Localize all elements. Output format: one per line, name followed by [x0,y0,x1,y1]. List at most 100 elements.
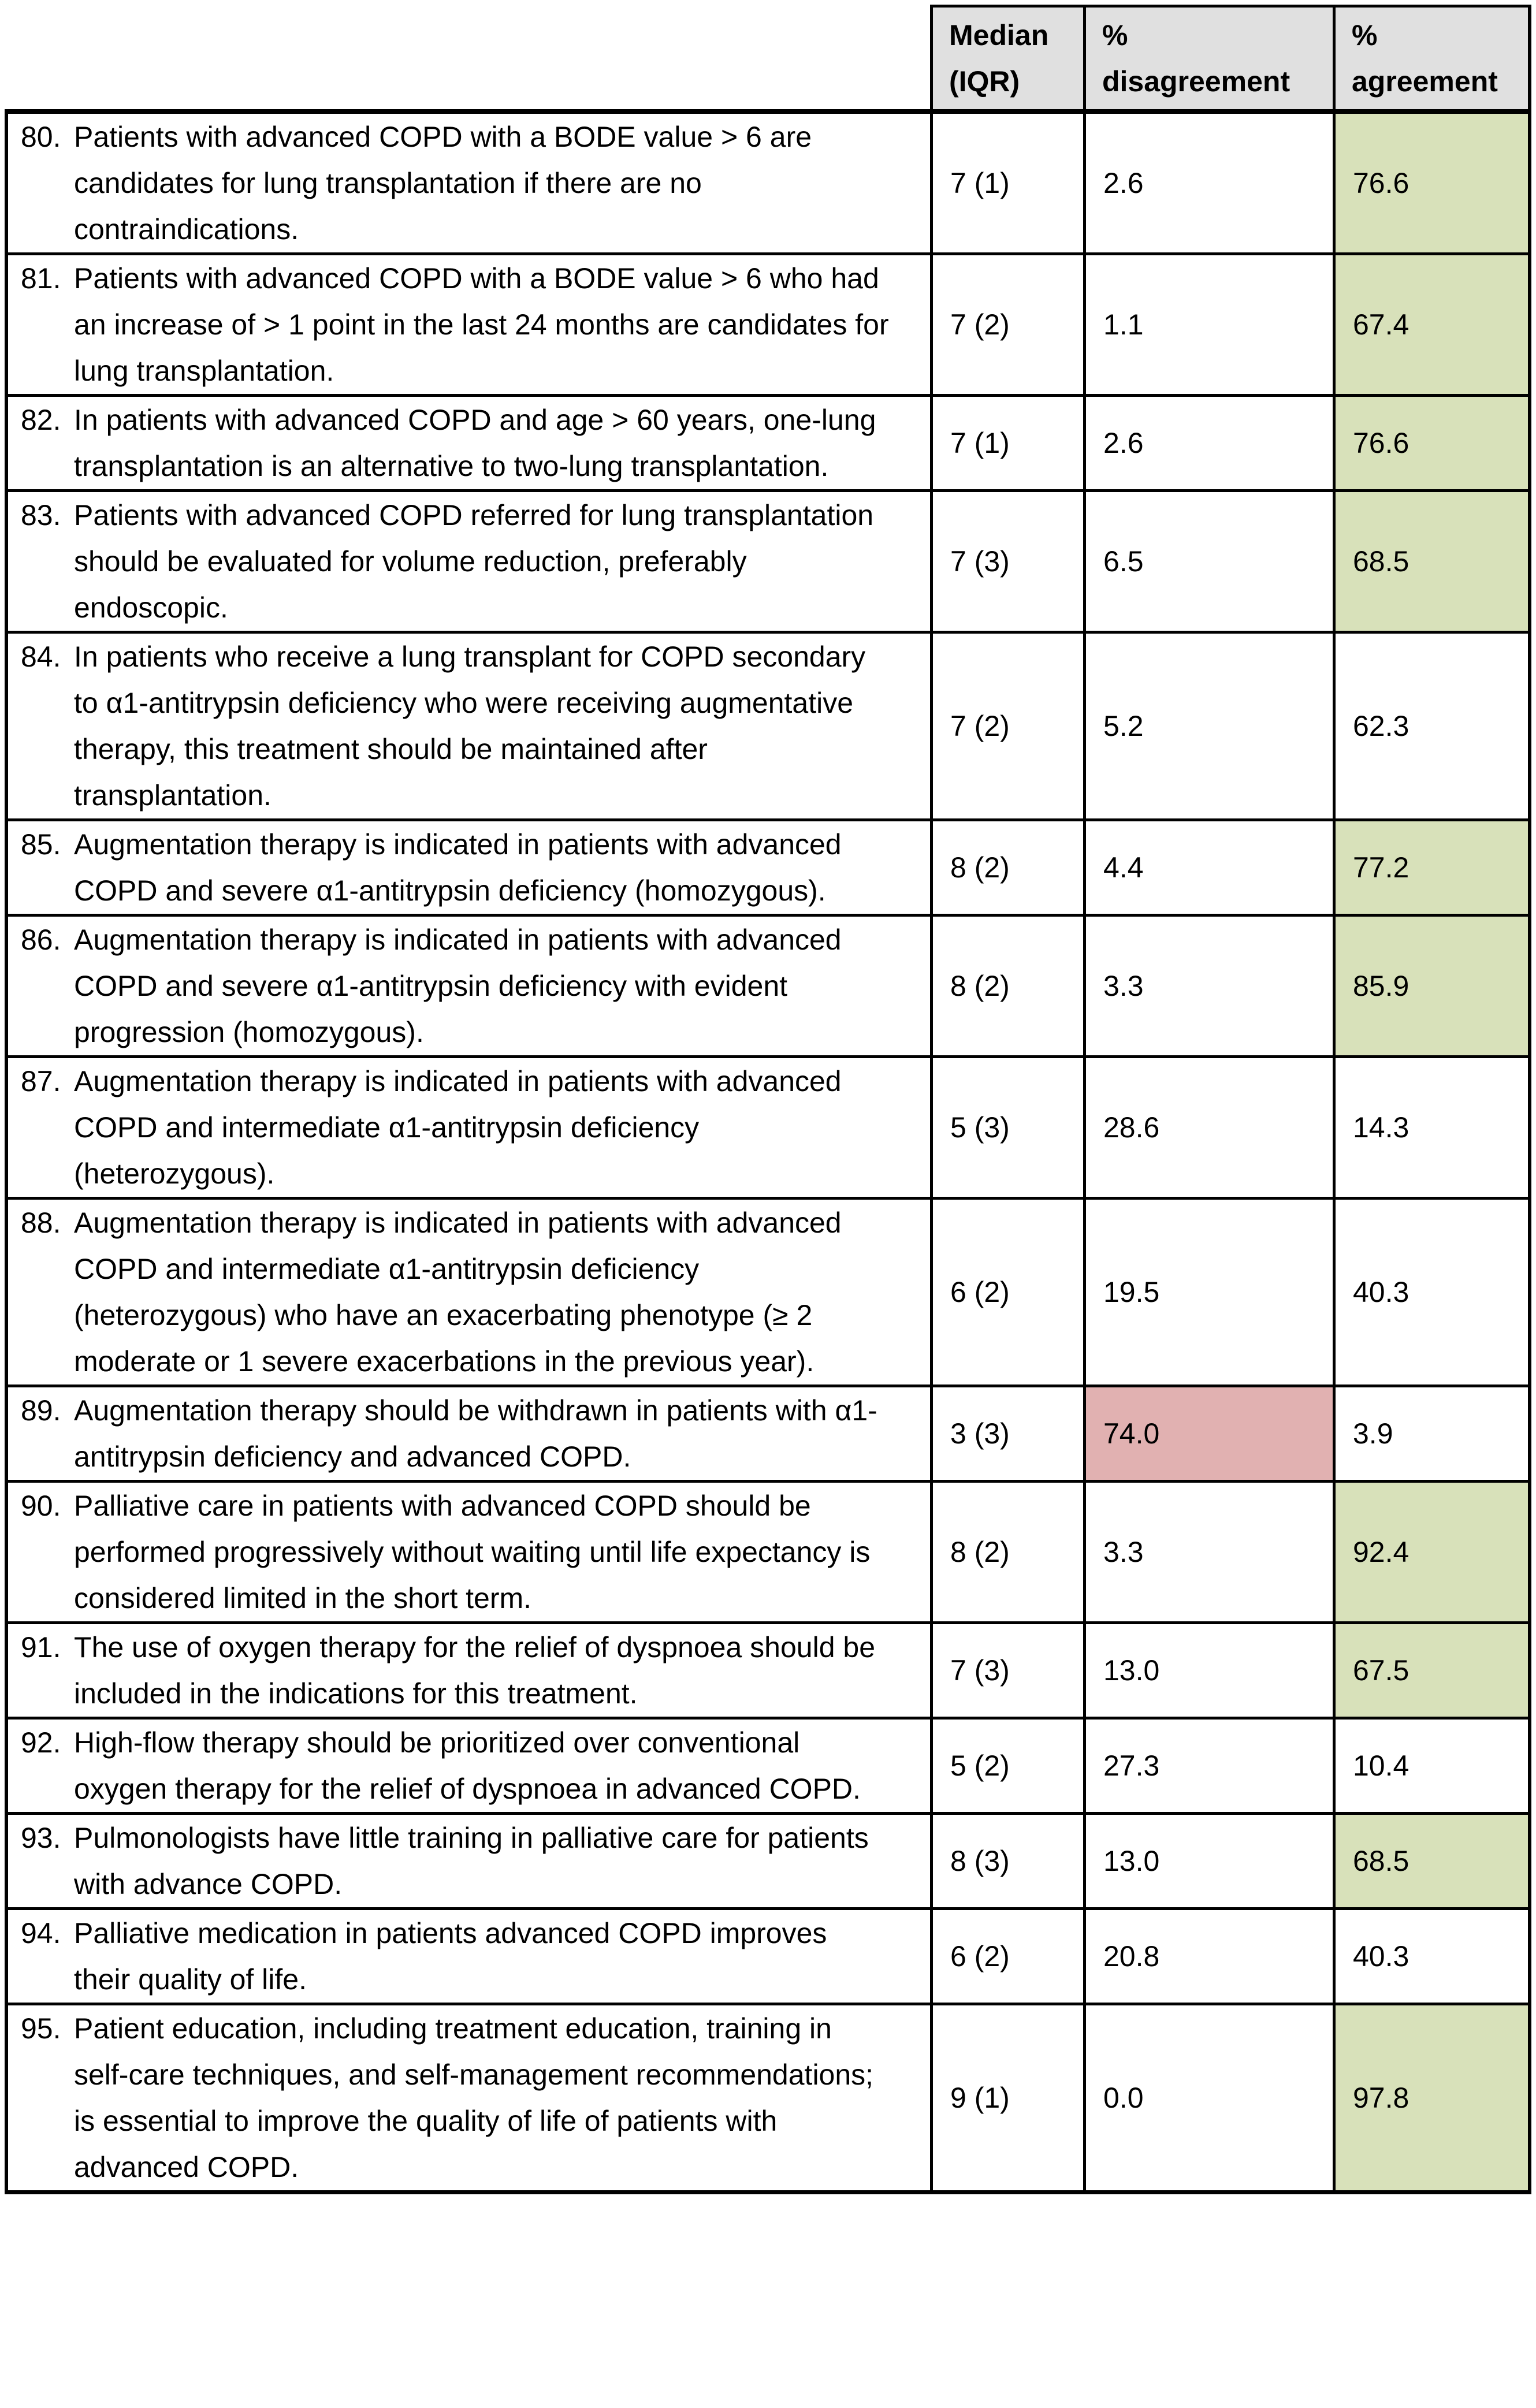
agreement-cell: 92.4 [1333,1483,1531,1624]
statement-text: Augmentation therapy is indicated in pat… [74,924,842,1048]
statement-cell: 83. Patients with advanced COPD referred… [5,492,930,634]
disagreement-cell: 74.0 [1083,1387,1333,1483]
median-iqr-cell: 7 (2) [930,634,1083,821]
table-row: 87. Augmentation therapy is indicated in… [5,1058,1531,1200]
disagreement-cell: 3.3 [1083,1483,1333,1624]
statement-number: 92. [21,1726,61,1759]
median-iqr-cell: 7 (3) [930,1624,1083,1720]
table-row: 84. In patients who receive a lung trans… [5,634,1531,821]
table-row: 93. Pulmonologists have little training … [5,1815,1531,1910]
statement-text: Palliative care in patients with advance… [74,1490,871,1614]
statement-cell: 87. Augmentation therapy is indicated in… [5,1058,930,1200]
statement-text: In patients with advanced COPD and age >… [74,404,876,482]
agreement-cell: 68.5 [1333,492,1531,634]
statement-number: 83. [21,499,61,531]
disagreement-cell: 6.5 [1083,492,1333,634]
statement-number: 88. [21,1207,61,1239]
statement-text: Augmentation therapy is indicated in pat… [74,1065,842,1190]
statement-text: High-flow therapy should be prioritized … [74,1726,861,1805]
statement-cell: 91. The use of oxygen therapy for the re… [5,1624,930,1720]
statement-cell: 93. Pulmonologists have little training … [5,1815,930,1910]
table-row: 81. Patients with advanced COPD with a B… [5,255,1531,397]
agreement-cell: 3.9 [1333,1387,1531,1483]
median-iqr-cell: 5 (2) [930,1720,1083,1815]
statement-text: Augmentation therapy is indicated in pat… [74,828,842,907]
table-row: 85. Augmentation therapy is indicated in… [5,821,1531,917]
statement-cell: 82. In patients with advanced COPD and a… [5,397,930,492]
header-row: Median (IQR) % disagreement % agreement [5,5,1531,109]
disagreement-cell: 2.6 [1083,397,1333,492]
table-row: 88. Augmentation therapy is indicated in… [5,1200,1531,1387]
table-row: 83. Patients with advanced COPD referred… [5,492,1531,634]
table-row: 82. In patients with advanced COPD and a… [5,397,1531,492]
agreement-cell: 76.6 [1333,109,1531,255]
statement-cell: 86. Augmentation therapy is indicated in… [5,917,930,1058]
statement-text: Augmentation therapy is indicated in pat… [74,1207,842,1378]
table-row: 80. Patients with advanced COPD with a B… [5,109,1531,255]
statement-text: Patients with advanced COPD referred for… [74,499,874,624]
disagreement-cell: 3.3 [1083,917,1333,1058]
statement-text: Patients with advanced COPD with a BODE … [74,121,812,245]
median-iqr-cell: 8 (2) [930,821,1083,917]
disagreement-cell: 5.2 [1083,634,1333,821]
agreement-cell: 67.4 [1333,255,1531,397]
disagreement-cell: 13.0 [1083,1624,1333,1720]
statement-text: In patients who receive a lung transplan… [74,641,866,812]
statement-cell: 85. Augmentation therapy is indicated in… [5,821,930,917]
agreement-cell: 10.4 [1333,1720,1531,1815]
statement-number: 89. [21,1394,61,1427]
table-row: 86. Augmentation therapy is indicated in… [5,917,1531,1058]
disagreement-cell: 19.5 [1083,1200,1333,1387]
agreement-cell: 85.9 [1333,917,1531,1058]
disagreement-cell: 27.3 [1083,1720,1333,1815]
statement-cell: 95. Patient education, including treatme… [5,2005,930,2194]
statement-cell: 88. Augmentation therapy is indicated in… [5,1200,930,1387]
statement-number: 91. [21,1631,61,1663]
header-disagreement: % disagreement [1083,5,1333,109]
disagreement-cell: 13.0 [1083,1815,1333,1910]
disagreement-cell: 0.0 [1083,2005,1333,2194]
header-corner-cell [5,5,930,109]
median-iqr-cell: 8 (2) [930,917,1083,1058]
statement-cell: 89. Augmentation therapy should be withd… [5,1387,930,1483]
statement-number: 84. [21,641,61,673]
statement-text: The use of oxygen therapy for the relief… [74,1631,876,1710]
statement-number: 81. [21,262,61,295]
disagreement-cell: 1.1 [1083,255,1333,397]
agreement-cell: 68.5 [1333,1815,1531,1910]
statement-number: 86. [21,924,61,956]
median-iqr-cell: 9 (1) [930,2005,1083,2194]
median-iqr-cell: 7 (1) [930,397,1083,492]
table-row: 94. Palliative medication in patients ad… [5,1910,1531,2005]
agreement-cell: 97.8 [1333,2005,1531,2194]
statement-text: Palliative medication in patients advanc… [74,1917,827,1996]
median-iqr-cell: 5 (3) [930,1058,1083,1200]
median-iqr-cell: 6 (2) [930,1200,1083,1387]
statement-number: 87. [21,1065,61,1097]
median-iqr-cell: 8 (2) [930,1483,1083,1624]
statement-number: 85. [21,828,61,861]
disagreement-cell: 2.6 [1083,109,1333,255]
statement-number: 95. [21,2012,61,2045]
statement-text: Patient education, including treatment e… [74,2012,874,2183]
median-iqr-cell: 7 (3) [930,492,1083,634]
statement-text: Pulmonologists have little training in p… [74,1822,869,1900]
statement-number: 93. [21,1822,61,1854]
median-iqr-cell: 7 (2) [930,255,1083,397]
statement-number: 80. [21,121,61,153]
table-row: 89. Augmentation therapy should be withd… [5,1387,1531,1483]
statement-cell: 92. High-flow therapy should be prioriti… [5,1720,930,1815]
consensus-table: Median (IQR) % disagreement % agreement … [5,5,1531,2194]
table-row: 91. The use of oxygen therapy for the re… [5,1624,1531,1720]
median-iqr-cell: 7 (1) [930,109,1083,255]
statement-cell: 94. Palliative medication in patients ad… [5,1910,930,2005]
table-row: 92. High-flow therapy should be prioriti… [5,1720,1531,1815]
statement-number: 90. [21,1490,61,1522]
table-body: 80. Patients with advanced COPD with a B… [5,109,1531,2194]
statement-cell: 80. Patients with advanced COPD with a B… [5,109,930,255]
agreement-cell: 77.2 [1333,821,1531,917]
agreement-cell: 62.3 [1333,634,1531,821]
agreement-cell: 76.6 [1333,397,1531,492]
agreement-cell: 40.3 [1333,1910,1531,2005]
